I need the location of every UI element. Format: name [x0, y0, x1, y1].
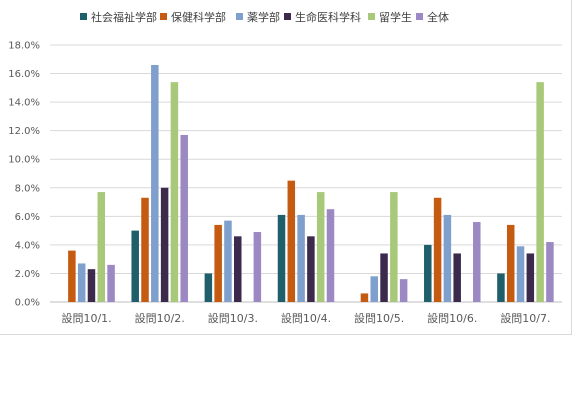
y-tick-label: 2.0% [15, 269, 40, 280]
legend-label: 生命医科学科 [295, 10, 361, 24]
bar [546, 242, 554, 302]
bar [151, 64, 159, 302]
bar [433, 197, 442, 302]
bar [360, 293, 369, 302]
y-tick-label: 10.0% [8, 155, 40, 166]
bar [287, 180, 296, 302]
legend-label: 保健科学部 [171, 10, 226, 24]
bar-chart: 0.0% 2.0% 4.0% 6.0% 8.0% 10.0% 12.0% 14.0% 16.0%… [8, 10, 562, 325]
bar [68, 250, 76, 302]
bar [443, 214, 452, 302]
bar [131, 230, 139, 302]
y-tick-label: 14.0% [8, 98, 40, 109]
bar [107, 264, 115, 302]
y-tick-label: 6.0% [15, 212, 40, 223]
bar [516, 246, 525, 302]
bar [326, 209, 335, 302]
x-tick-label: 設問10/7. [500, 311, 550, 325]
legend: 社会福祉学部 保健科学部 薬学部 生命医科学科 留学生 全体 [80, 10, 449, 24]
bar [234, 236, 242, 302]
legend-swatch [236, 13, 243, 20]
bar [87, 269, 96, 302]
y-axis-tick-labels: 0.0% 2.0% 4.0% 6.0% 8.0% 10.0% 12.0% 14.0% 16.0%… [8, 41, 40, 309]
bar [536, 82, 544, 302]
x-tick-label: 設問10/6. [427, 311, 477, 325]
bar [297, 214, 305, 302]
y-tick-label: 12.0% [8, 126, 40, 137]
bar [97, 192, 106, 302]
legend-label: 留学生 [379, 10, 412, 24]
bar [497, 273, 505, 302]
bar [370, 276, 378, 302]
legend-swatch [368, 13, 375, 20]
bar [141, 197, 149, 302]
bar [380, 253, 388, 302]
bar [390, 192, 398, 302]
legend-swatch [284, 13, 291, 20]
x-tick-label: 設問10/1. [61, 311, 111, 325]
bar [160, 187, 169, 302]
bar [170, 82, 179, 302]
bar [204, 273, 213, 302]
legend-swatch [160, 13, 167, 20]
x-axis-tick-labels: 設問10/1. 設問10/2. 設問10/3. 設問10/4. 設問10/5. 設問10/… [61, 311, 550, 325]
y-tick-label: 0.0% [15, 298, 40, 309]
bar [214, 224, 222, 302]
chart-frame: 0.0% 2.0% 4.0% 6.0% 8.0% 10.0% 12.0% 14.0% 16.0%… [0, 0, 572, 335]
legend-label: 薬学部 [247, 10, 280, 24]
bar [506, 224, 515, 302]
x-tick-label: 設問10/5. [354, 311, 404, 325]
legend-label: 社会福祉学部 [91, 10, 157, 24]
bar [473, 222, 481, 302]
bar [526, 253, 535, 302]
bar [253, 232, 262, 302]
y-tick-label: 16.0% [8, 69, 40, 80]
bar [307, 236, 315, 302]
bar [224, 220, 232, 302]
legend-swatch [416, 13, 423, 20]
bar [180, 134, 188, 302]
bar [277, 214, 286, 302]
bar [424, 244, 432, 302]
legend-swatch [80, 13, 87, 20]
bar [77, 263, 86, 302]
gridlines [50, 44, 562, 303]
y-tick-label: 8.0% [15, 183, 40, 194]
bar [316, 192, 325, 302]
x-tick-label: 設問10/4. [281, 311, 331, 325]
x-tick-label: 設問10/3. [208, 311, 258, 325]
bars [68, 64, 554, 302]
y-tick-label: 4.0% [15, 240, 40, 251]
x-tick-label: 設問10/2. [135, 311, 185, 325]
y-tick-label: 18.0% [8, 41, 40, 52]
legend-label: 全体 [427, 10, 449, 24]
bar [453, 253, 461, 302]
bar [399, 279, 408, 302]
